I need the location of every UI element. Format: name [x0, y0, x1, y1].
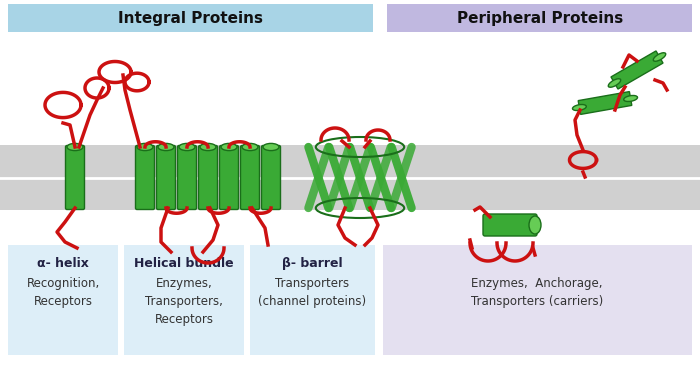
FancyBboxPatch shape	[483, 214, 537, 236]
Ellipse shape	[263, 143, 279, 150]
Bar	[387, 4, 692, 32]
Ellipse shape	[529, 216, 541, 234]
FancyBboxPatch shape	[241, 145, 260, 210]
Polygon shape	[578, 92, 632, 115]
Ellipse shape	[653, 53, 666, 61]
FancyBboxPatch shape	[199, 145, 218, 210]
Bar	[250, 245, 375, 355]
Text: β- barrel: β- barrel	[281, 257, 342, 270]
Ellipse shape	[573, 105, 587, 110]
Ellipse shape	[179, 143, 195, 150]
Ellipse shape	[624, 95, 638, 102]
Ellipse shape	[67, 143, 83, 150]
Text: Integral Proteins: Integral Proteins	[118, 11, 262, 26]
Text: Enzymes,  Anchorage,
Transporters (carriers): Enzymes, Anchorage, Transporters (carrie…	[471, 277, 603, 308]
Text: Transporters
(channel proteins): Transporters (channel proteins)	[258, 277, 366, 308]
FancyBboxPatch shape	[66, 145, 85, 210]
Text: Peripheral Proteins: Peripheral Proteins	[457, 11, 623, 26]
Bar	[8, 4, 373, 32]
Text: α- helix: α- helix	[37, 257, 89, 270]
Bar	[8, 245, 118, 355]
Ellipse shape	[158, 143, 174, 150]
Text: Enzymes,
Transporters,
Receptors: Enzymes, Transporters, Receptors	[145, 277, 223, 326]
Ellipse shape	[221, 143, 237, 150]
Bar	[0, 145, 700, 210]
Polygon shape	[611, 51, 663, 89]
Bar	[124, 245, 244, 355]
Bar	[383, 245, 692, 355]
Text: Recognition,
Receptors: Recognition, Receptors	[27, 277, 99, 308]
FancyBboxPatch shape	[262, 145, 281, 210]
FancyBboxPatch shape	[178, 145, 197, 210]
Ellipse shape	[608, 79, 621, 87]
Ellipse shape	[242, 143, 258, 150]
FancyBboxPatch shape	[220, 145, 239, 210]
Text: Helical bundle: Helical bundle	[134, 257, 234, 270]
Ellipse shape	[137, 143, 153, 150]
Ellipse shape	[200, 143, 216, 150]
FancyBboxPatch shape	[136, 145, 155, 210]
FancyBboxPatch shape	[157, 145, 176, 210]
